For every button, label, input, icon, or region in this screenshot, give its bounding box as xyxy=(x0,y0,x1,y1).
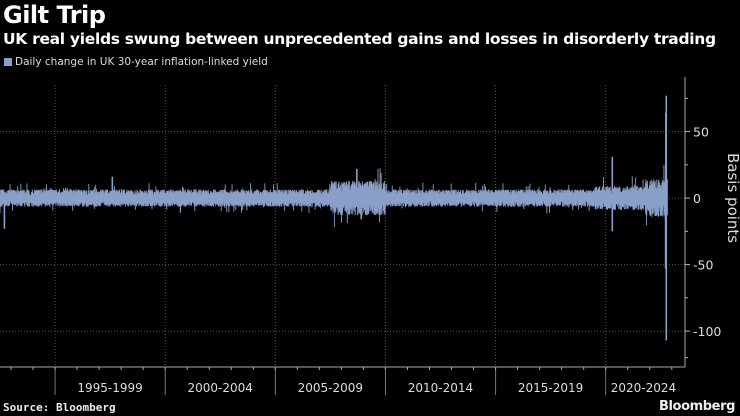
x-tick-label: 2005-2009 xyxy=(298,381,363,395)
legend: Daily change in UK 30-year inflation-lin… xyxy=(4,56,268,68)
chart-title: Gilt Trip xyxy=(3,1,106,29)
legend-label: Daily change in UK 30-year inflation-lin… xyxy=(15,56,268,68)
bloomberg-logo: Bloomberg xyxy=(658,399,735,414)
x-tick-label: 2020-2024 xyxy=(611,381,676,395)
y-tick-label: 0 xyxy=(693,191,701,206)
y-tick-label: 50 xyxy=(693,125,709,140)
x-tick-label: 2015-2019 xyxy=(518,381,583,395)
y-tick-label: -100 xyxy=(693,324,721,339)
legend-swatch xyxy=(4,58,12,66)
chart-subtitle: UK real yields swung between unprecedent… xyxy=(3,30,716,48)
x-tick-label: 1995-1999 xyxy=(77,381,142,395)
y-axis-label: Basis points xyxy=(724,153,740,243)
source-note: Source: Bloomberg xyxy=(3,401,116,414)
y-tick-label: -50 xyxy=(693,258,713,273)
x-tick-label: 2010-2014 xyxy=(408,381,473,395)
x-tick-label: 2000-2004 xyxy=(187,381,252,395)
